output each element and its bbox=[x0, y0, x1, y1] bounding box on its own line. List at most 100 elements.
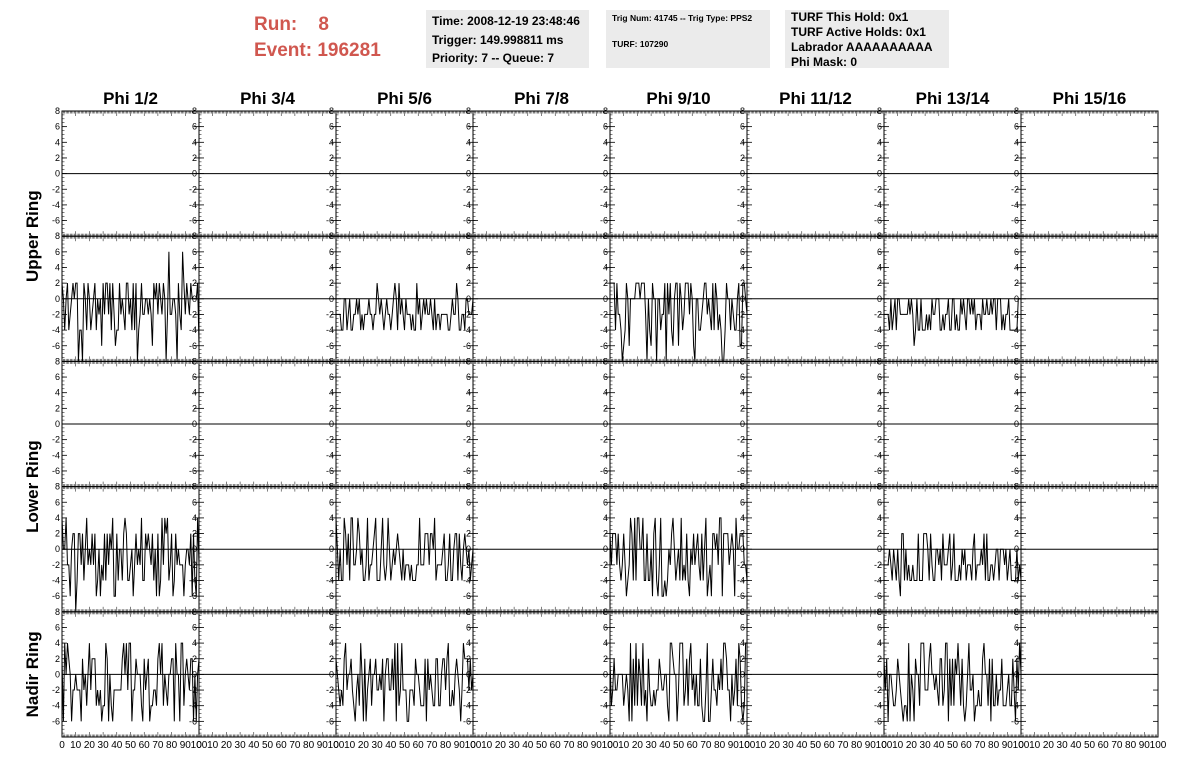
y-tick-label: 8 bbox=[1014, 231, 1019, 241]
y-tick-label: 2 bbox=[1014, 153, 1019, 163]
y-tick-label: 8 bbox=[192, 231, 197, 241]
y-tick-label: -4 bbox=[874, 200, 882, 210]
y-tick-label: 4 bbox=[329, 137, 334, 147]
event-label: Event: bbox=[254, 40, 312, 61]
y-tick-label: -4 bbox=[463, 325, 471, 335]
y-tick-label: -4 bbox=[874, 325, 882, 335]
y-tick-label: -4 bbox=[189, 200, 197, 210]
y-tick-label: 8 bbox=[329, 231, 334, 241]
y-tick-label: 6 bbox=[329, 122, 334, 132]
y-tick-label: 6 bbox=[603, 122, 608, 132]
run-label: Run: bbox=[254, 14, 297, 35]
y-tick-label: 2 bbox=[55, 403, 60, 413]
ring-label: Lower Ring bbox=[23, 440, 42, 533]
y-tick-label: 2 bbox=[877, 278, 882, 288]
column-header: Phi 3/4 bbox=[240, 89, 295, 108]
y-tick-label: 0 bbox=[466, 294, 471, 304]
column-header: Phi 5/6 bbox=[377, 89, 432, 108]
y-tick-label: 0 bbox=[192, 419, 197, 429]
y-tick-label: 2 bbox=[192, 403, 197, 413]
ring-label: Upper Ring bbox=[23, 190, 42, 282]
y-tick-label: 4 bbox=[466, 137, 471, 147]
phi-mask-text: Phi Mask: 0 bbox=[791, 55, 943, 70]
y-tick-label: 2 bbox=[192, 278, 197, 288]
y-tick-label: 8 bbox=[603, 231, 608, 241]
y-tick-label: -2 bbox=[52, 435, 60, 445]
y-tick-label: 6 bbox=[603, 247, 608, 257]
y-tick-label: -2 bbox=[326, 184, 334, 194]
trigger-text: Trigger: 149.998811 ms bbox=[432, 31, 583, 50]
y-tick-label: 6 bbox=[55, 372, 60, 382]
trigger-info-box: Trig Num: 41745 -- Trig Type: PPS2 TURF:… bbox=[606, 10, 770, 68]
priority-text: Priority: 7 -- Queue: 7 bbox=[432, 49, 583, 68]
y-tick-label: -6 bbox=[600, 341, 608, 351]
y-tick-label: -6 bbox=[189, 466, 197, 476]
y-tick-label: -6 bbox=[600, 216, 608, 226]
y-tick-label: -6 bbox=[326, 216, 334, 226]
y-tick-label: 0 bbox=[1014, 169, 1019, 179]
y-tick-label: 8 bbox=[192, 106, 197, 116]
y-tick-label: 8 bbox=[740, 231, 745, 241]
y-tick-label: -4 bbox=[737, 325, 745, 335]
y-tick-label: 6 bbox=[329, 247, 334, 257]
time-text: Time: 2008-12-19 23:48:46 bbox=[432, 12, 583, 31]
y-tick-label: -2 bbox=[874, 184, 882, 194]
y-tick-label: -6 bbox=[463, 341, 471, 351]
y-tick-label: -6 bbox=[52, 341, 60, 351]
y-tick-label: 4 bbox=[55, 263, 60, 273]
y-tick-label: 8 bbox=[329, 106, 334, 116]
y-tick-label: 0 bbox=[329, 169, 334, 179]
y-tick-label: -4 bbox=[189, 325, 197, 335]
y-tick-label: -2 bbox=[737, 309, 745, 319]
y-tick-label: 2 bbox=[603, 153, 608, 163]
y-tick-label: 8 bbox=[877, 231, 882, 241]
y-tick-label: 0 bbox=[329, 294, 334, 304]
y-tick-label: 4 bbox=[55, 137, 60, 147]
y-tick-label: 2 bbox=[329, 153, 334, 163]
y-tick-label: -2 bbox=[189, 184, 197, 194]
y-tick-label: 6 bbox=[1014, 122, 1019, 132]
y-tick-label: 2 bbox=[466, 153, 471, 163]
y-tick-label: -4 bbox=[326, 325, 334, 335]
y-tick-label: 4 bbox=[55, 388, 60, 398]
time-info-box: Time: 2008-12-19 23:48:46 Trigger: 149.9… bbox=[426, 10, 589, 68]
y-tick-label: -2 bbox=[1011, 184, 1019, 194]
y-tick-label: 0 bbox=[55, 419, 60, 429]
column-header: Phi 13/14 bbox=[916, 89, 990, 108]
y-tick-label: 2 bbox=[740, 153, 745, 163]
labrador-text: Labrador AAAAAAAAAA bbox=[791, 40, 943, 55]
trig-num-text: Trig Num: 41745 -- Trig Type: PPS2 bbox=[612, 12, 764, 25]
y-tick-label: 2 bbox=[466, 278, 471, 288]
y-tick-label: 6 bbox=[877, 122, 882, 132]
turf-info-box: TURF This Hold: 0x1 TURF Active Holds: 0… bbox=[785, 10, 949, 70]
y-tick-label: -2 bbox=[737, 184, 745, 194]
y-tick-label: 2 bbox=[329, 278, 334, 288]
y-tick-label: 0 bbox=[466, 169, 471, 179]
y-tick-label: 4 bbox=[877, 263, 882, 273]
y-tick-label: 6 bbox=[466, 122, 471, 132]
y-tick-label: -6 bbox=[52, 216, 60, 226]
y-tick-label: -6 bbox=[1011, 341, 1019, 351]
turf-hold-text: TURF This Hold: 0x1 bbox=[791, 10, 943, 25]
y-tick-label: 0 bbox=[1014, 294, 1019, 304]
y-tick-label: 0 bbox=[877, 294, 882, 304]
y-tick-label: -6 bbox=[326, 341, 334, 351]
y-tick-label: -6 bbox=[737, 216, 745, 226]
y-tick-label: 0 bbox=[55, 169, 60, 179]
ring-label: Nadir Ring bbox=[23, 631, 42, 717]
y-tick-label: -2 bbox=[1011, 309, 1019, 319]
run-event-block: Run: 8 Event: 196281 bbox=[254, 12, 381, 64]
y-tick-label: 2 bbox=[192, 153, 197, 163]
y-tick-label: 0 bbox=[877, 169, 882, 179]
y-tick-label: -4 bbox=[737, 200, 745, 210]
y-tick-label: 0 bbox=[603, 169, 608, 179]
y-tick-label: -2 bbox=[463, 309, 471, 319]
y-tick-label: -2 bbox=[189, 309, 197, 319]
y-tick-label: 0 bbox=[192, 169, 197, 179]
turf-text: TURF: 107290 bbox=[612, 38, 764, 51]
y-tick-label: 8 bbox=[55, 106, 60, 116]
y-tick-label: -2 bbox=[600, 309, 608, 319]
y-tick-label: -2 bbox=[463, 184, 471, 194]
y-tick-label: 6 bbox=[740, 247, 745, 257]
